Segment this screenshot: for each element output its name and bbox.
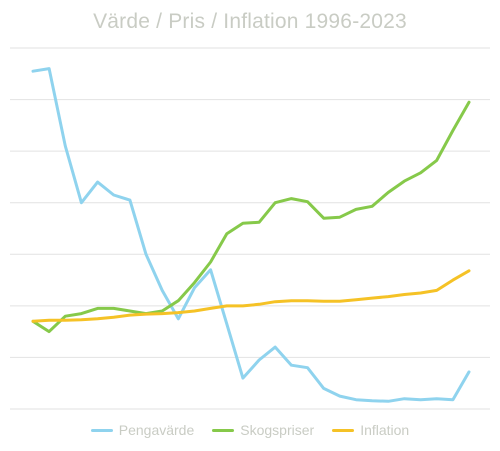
series-line-inflation [31,269,471,323]
legend-swatch [332,428,355,432]
legend-label: Skogspriser [240,422,315,438]
legend-item: Inflation [332,422,409,438]
legend-label: Pengavärde [118,422,195,438]
legend-item: Skogspriser [212,422,314,438]
legend-label: Inflation [360,422,410,438]
series-line-skogspriser [31,100,471,334]
legend: Pengavärde Skogspriser Inflation [0,422,500,438]
legend-swatch [90,428,113,432]
legend-item: Pengavärde [90,422,195,438]
legend-swatch [212,428,235,432]
chart-title: Värde / Pris / Inflation 1996-2023 [93,10,407,33]
series-line-pengavärde [31,67,471,403]
